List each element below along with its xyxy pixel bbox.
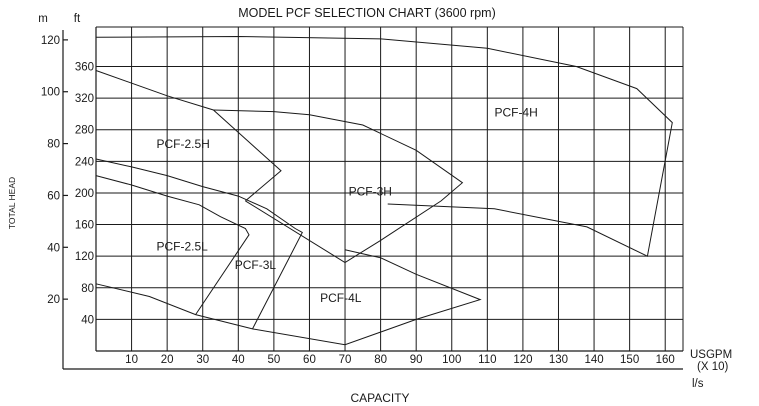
curve-pcf-4h — [95, 35, 673, 257]
usgpm-tick-90: 90 — [410, 354, 423, 366]
meter-unit-label: m — [38, 13, 48, 25]
curve-pcf-4l — [95, 249, 482, 346]
m-tick-60: 60 — [47, 190, 60, 202]
usgpm-tick-100: 100 — [442, 354, 461, 366]
usgpm-tick-120: 120 — [513, 354, 532, 366]
ls-unit-label: l/s — [692, 378, 704, 390]
grid — [96, 26, 684, 351]
usgpm-tick-40: 40 — [232, 354, 245, 366]
usgpm-tick-30: 30 — [196, 354, 209, 366]
label-pcf-3l: PCF-3L — [235, 258, 277, 272]
usgpm-tick-70: 70 — [339, 354, 352, 366]
usgpm-tick-160: 160 — [656, 354, 675, 366]
ft-tick-200: 200 — [75, 188, 94, 200]
label-pcf-25l: PCF-2.5L — [156, 240, 208, 254]
ft-tick-160: 160 — [75, 220, 94, 232]
usgpm-tick-110: 110 — [478, 354, 496, 366]
curves — [95, 35, 673, 346]
ft-tick-280: 280 — [75, 125, 94, 137]
usgpm-tick-80: 80 — [374, 354, 387, 366]
m-tick-40: 40 — [47, 242, 60, 254]
usgpm-tick-60: 60 — [303, 354, 316, 366]
ft-tick-360: 360 — [75, 62, 94, 74]
usgpm-tick-20: 20 — [161, 354, 174, 366]
usgpm-tick-10: 10 — [125, 354, 138, 366]
usgpm-tick-150: 150 — [620, 354, 639, 366]
feet-unit-label: ft — [74, 13, 81, 25]
m-tick-100: 100 — [41, 87, 60, 99]
usgpm-unit-label: USGPM — [690, 349, 732, 361]
usgpm-tick-130: 130 — [549, 354, 568, 366]
label-pcf-25h: PCF-2.5H — [156, 137, 209, 151]
usgpm-tick-50: 50 — [267, 354, 280, 366]
y-axis-title: TOTAL HEAD — [7, 177, 17, 229]
m-tick-120: 120 — [41, 35, 60, 47]
curve-pcf-3h — [213, 109, 464, 264]
ft-tick-120: 120 — [75, 251, 94, 263]
ft-tick-80: 80 — [81, 283, 94, 295]
curve-pcf-25l — [95, 175, 250, 315]
x-axis-title: CAPACITY — [350, 391, 409, 405]
usgpm-multiplier-label: (X 10) — [697, 361, 728, 373]
chart-title: MODEL PCF SELECTION CHART (3600 rpm) — [238, 6, 495, 20]
label-pcf-4h: PCF-4H — [494, 105, 537, 119]
m-tick-20: 20 — [47, 294, 60, 306]
curve-pcf-25h — [95, 70, 282, 202]
tick-labels: 10 20 30 40 50 60 70 80 90 100 110 120 130 140 150 160 2… — [41, 35, 675, 366]
ft-tick-320: 320 — [75, 93, 94, 105]
ft-tick-40: 40 — [81, 314, 94, 326]
axes — [62, 27, 683, 370]
label-pcf-3h: PCF-3H — [349, 184, 392, 198]
label-pcf-4l: PCF-4L — [320, 291, 362, 305]
curve-labels: PCF-4H PCF-2.5H PCF-3H PCF-2.5L PCF-3L PCF-4L — [156, 105, 537, 305]
usgpm-tick-140: 140 — [584, 354, 603, 366]
m-tick-80: 80 — [47, 139, 60, 151]
curve-pcf-3l — [95, 158, 303, 330]
ft-tick-240: 240 — [75, 156, 94, 168]
